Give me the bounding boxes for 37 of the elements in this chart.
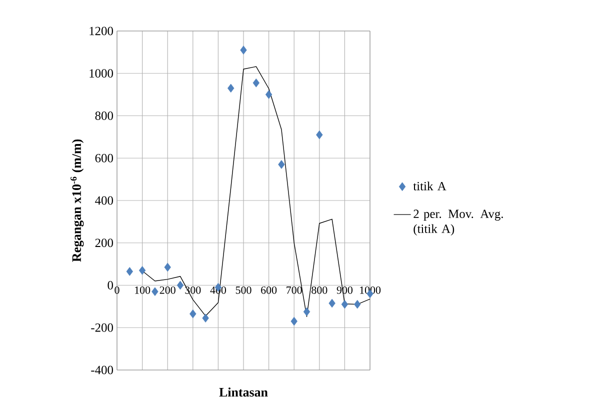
- x-tick-label: 0: [114, 286, 120, 294]
- point: [290, 316, 298, 326]
- x-tick-label: 700: [286, 286, 302, 294]
- y-tick-label: 600: [95, 154, 114, 162]
- point: [303, 307, 310, 316]
- point: [278, 160, 285, 169]
- point: [126, 267, 133, 276]
- y-tick-label: 200: [95, 238, 114, 248]
- point: [176, 280, 184, 290]
- point: [152, 287, 158, 296]
- x-tick-label: 600: [261, 286, 277, 294]
- point: [265, 90, 272, 99]
- y-tick-label: 400: [95, 196, 114, 205]
- y-tick-label: -400: [91, 366, 114, 374]
- y-tick-label: 800: [95, 112, 114, 120]
- point: [202, 314, 209, 322]
- x-tick-label: 100: [135, 286, 150, 294]
- y-tick-label: 1200: [90, 26, 114, 36]
- x-tick-label: 800: [312, 286, 328, 294]
- point: [228, 84, 234, 93]
- point: [316, 130, 323, 140]
- x-tick-label: 500: [236, 286, 252, 294]
- point: [252, 78, 260, 88]
- point: [240, 46, 247, 54]
- y-tick-label: 1000: [90, 69, 114, 78]
- point: [138, 266, 146, 275]
- x-axis-title: Lintasan: [219, 388, 268, 397]
- point: [341, 300, 348, 309]
- point: [190, 309, 196, 318]
- point: [328, 298, 336, 308]
- legend-label: 2 per. Mov. Avg. (titik A): [414, 210, 503, 236]
- y-tick-label: -200: [91, 323, 114, 332]
- y-axis-title: Regangan x10$^{-6}$ (m/m): [70, 139, 84, 262]
- x-tick-label: 200: [160, 286, 176, 294]
- point: [164, 262, 171, 272]
- point: [354, 300, 361, 309]
- legend-label: titik A: [413, 182, 446, 190]
